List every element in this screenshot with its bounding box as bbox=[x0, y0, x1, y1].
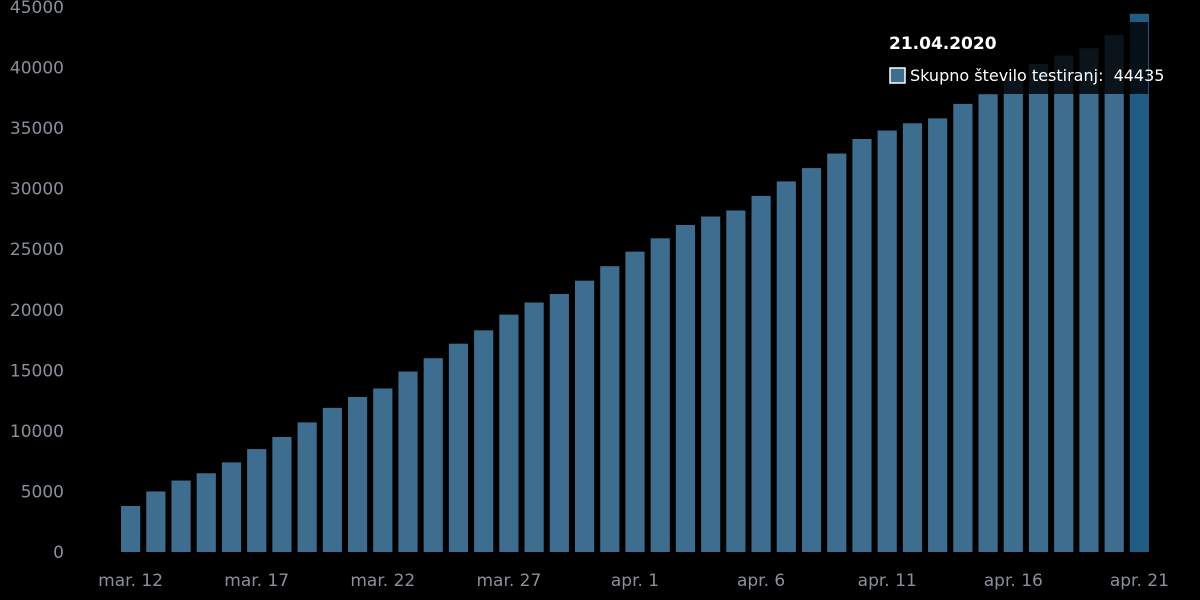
bar-mar-22[interactable] bbox=[373, 388, 393, 553]
bar-mar-19[interactable] bbox=[297, 422, 317, 552]
tooltip-title: 21.04.2020 bbox=[889, 34, 997, 54]
bar-apr-4[interactable] bbox=[701, 216, 721, 552]
bar-apr-7[interactable] bbox=[776, 181, 796, 552]
bar-apr-11[interactable] bbox=[877, 130, 897, 552]
y-tick-label-10000: 10000 bbox=[10, 422, 64, 442]
x-tick-label-mar-22: mar. 22 bbox=[350, 571, 415, 591]
x-axis: mar. 12 mar. 17 mar. 22 mar. 27 apr. 1 apr. 6… bbox=[98, 571, 1169, 591]
bar-mar-30[interactable] bbox=[574, 280, 595, 552]
bar-apr-6[interactable] bbox=[751, 195, 771, 552]
bar-mar-15[interactable] bbox=[196, 473, 216, 552]
x-tick-label-apr-11: apr. 11 bbox=[858, 571, 917, 591]
y-tick-label-40000: 40000 bbox=[10, 59, 64, 79]
y-tick-label-25000: 25000 bbox=[10, 240, 64, 260]
x-tick-label-mar-27: mar. 27 bbox=[476, 571, 541, 591]
y-tick-label-35000: 35000 bbox=[10, 119, 64, 139]
y-tick-label-0: 0 bbox=[53, 543, 64, 563]
y-axis: 0 5000 10000 15000 20000 25000 30000 35000 40000… bbox=[10, 0, 64, 563]
x-tick-label-apr-16: apr. 16 bbox=[984, 571, 1043, 591]
bar-apr-13[interactable] bbox=[928, 118, 948, 553]
bar-apr-8[interactable] bbox=[801, 168, 822, 552]
bar-apr-15[interactable] bbox=[978, 94, 998, 552]
bar-apr-5[interactable] bbox=[726, 210, 746, 552]
tooltip-background bbox=[876, 22, 1148, 94]
tooltip-series-value: 44435 bbox=[1114, 66, 1165, 85]
bar-mar-24[interactable] bbox=[423, 358, 443, 552]
bar-mar-18[interactable] bbox=[272, 436, 292, 552]
bar-mar-16[interactable] bbox=[221, 462, 242, 552]
bar-apr-16[interactable] bbox=[1003, 77, 1023, 553]
bar-mar-14[interactable] bbox=[171, 480, 191, 552]
x-tick-label-mar-17: mar. 17 bbox=[224, 571, 289, 591]
y-tick-label-5000: 5000 bbox=[21, 482, 64, 502]
tooltip-legend-swatch bbox=[889, 67, 906, 84]
bar-apr-2[interactable] bbox=[650, 238, 670, 552]
bar-apr-14[interactable] bbox=[953, 103, 973, 552]
bar-mar-23[interactable] bbox=[398, 371, 418, 552]
bar-apr-10[interactable] bbox=[852, 139, 872, 552]
bar-apr-21[interactable] bbox=[1129, 13, 1149, 552]
bar-mar-17[interactable] bbox=[247, 449, 267, 552]
y-tick-label-15000: 15000 bbox=[10, 361, 64, 381]
tooltip-series-text: Skupno število testiranj: 44435 bbox=[910, 66, 1164, 85]
bar-apr-3[interactable] bbox=[675, 225, 696, 552]
bar-mar-26[interactable] bbox=[474, 330, 494, 552]
x-tick-label-mar-12: mar. 12 bbox=[98, 571, 163, 591]
x-tick-label-apr-1: apr. 1 bbox=[611, 571, 659, 591]
bar-apr-12[interactable] bbox=[902, 123, 922, 553]
bar-mar-20[interactable] bbox=[322, 407, 342, 552]
x-tick-label-apr-6: apr. 6 bbox=[737, 571, 785, 591]
y-tick-label-45000: 45000 bbox=[10, 0, 64, 18]
tooltip-series-label: Skupno število testiranj: bbox=[910, 66, 1103, 85]
bar-mar-21[interactable] bbox=[348, 396, 368, 552]
bar-mar-13[interactable] bbox=[146, 491, 166, 552]
bar-apr-1[interactable] bbox=[625, 251, 645, 552]
bar-apr-9[interactable] bbox=[827, 153, 847, 553]
y-tick-label-20000: 20000 bbox=[10, 301, 64, 321]
bar-apr-18[interactable] bbox=[1054, 55, 1074, 552]
bar-mar-28[interactable] bbox=[524, 302, 544, 552]
bar-mar-27[interactable] bbox=[499, 314, 519, 552]
bar-mar-12[interactable] bbox=[121, 505, 141, 552]
bar-apr-19[interactable] bbox=[1079, 48, 1099, 553]
tooltip: 21.04.2020 Skupno število testiranj: 444… bbox=[876, 22, 1164, 94]
y-tick-label-30000: 30000 bbox=[10, 180, 64, 200]
x-tick-label-apr-21: apr. 21 bbox=[1110, 571, 1169, 591]
bars-layer bbox=[121, 13, 1149, 553]
bar-mar-31[interactable] bbox=[600, 266, 620, 552]
bar-apr-17[interactable] bbox=[1028, 63, 1049, 553]
bar-apr-20[interactable] bbox=[1104, 34, 1124, 553]
bar-mar-29[interactable] bbox=[549, 294, 569, 552]
bar-mar-25[interactable] bbox=[448, 343, 469, 552]
